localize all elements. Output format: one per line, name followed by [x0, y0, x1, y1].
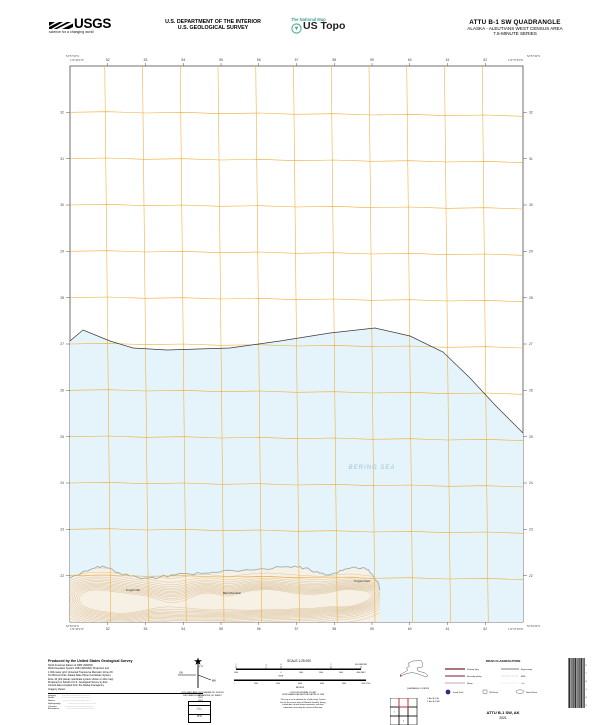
svg-text:4WD: 4WD [521, 676, 526, 678]
svg-text:29: 29 [60, 250, 64, 254]
svg-text:61: 61 [446, 627, 450, 631]
svg-text:8: 8 [586, 681, 588, 683]
svg-text:0°17': 0°17' [199, 666, 204, 668]
svg-text:MILE: MILE [279, 676, 284, 678]
svg-text:Expressway: Expressway [521, 668, 533, 671]
svg-text:1: 1 [586, 689, 588, 691]
svg-text:31: 31 [60, 157, 64, 161]
svg-text:56: 56 [257, 58, 261, 62]
svg-text:24: 24 [529, 481, 533, 485]
svg-text:1: 1 [235, 664, 237, 666]
svg-text:6000 7000: 6000 7000 [362, 683, 371, 685]
svg-text:52°57'30"N: 52°57'30"N [66, 54, 79, 58]
svg-text:1000: 1000 [254, 683, 258, 685]
svg-text:58: 58 [332, 58, 336, 62]
svg-text:55: 55 [219, 58, 223, 62]
svg-text:52°57'30"N: 52°57'30"N [527, 54, 540, 58]
svg-text:Bent Mountain: Bent Mountain [223, 591, 241, 595]
svg-text:31: 31 [529, 157, 533, 161]
svg-text:32: 32 [529, 111, 533, 115]
svg-text:30: 30 [529, 203, 533, 207]
svg-text:4: 4 [586, 697, 588, 699]
svg-text:2: 2 [403, 721, 405, 723]
svg-text:57: 57 [295, 627, 299, 631]
svg-text:State Route: State Route [526, 691, 538, 694]
svg-text:25: 25 [60, 435, 64, 439]
svg-text:Secondary Hwy: Secondary Hwy [467, 675, 483, 678]
svg-text:59: 59 [370, 627, 374, 631]
svg-text:5000: 5000 [342, 683, 346, 685]
svg-text:1: 1 [330, 664, 332, 666]
svg-text:5: 5 [586, 705, 588, 707]
svg-text:SCALE 1:25 000: SCALE 1:25 000 [287, 659, 311, 663]
svg-text:.5: .5 [265, 664, 268, 666]
svg-text:3000: 3000 [339, 672, 343, 674]
svg-text:30: 30 [60, 203, 64, 207]
svg-text:26: 26 [60, 389, 64, 393]
svg-text:54: 54 [181, 627, 185, 631]
svg-text:US Route: US Route [489, 691, 499, 694]
svg-text:MN: MN [212, 680, 216, 683]
svg-text:1000: 1000 [299, 672, 303, 674]
svg-text:2000: 2000 [319, 672, 323, 674]
svg-text:0: 0 [234, 683, 235, 685]
svg-text:60: 60 [408, 58, 412, 62]
svg-text:28: 28 [60, 296, 64, 300]
svg-text:172°37'30"W: 172°37'30"W [508, 58, 524, 62]
svg-text:52°52'30"N: 52°52'30"N [66, 624, 79, 628]
svg-text:0: 0 [280, 664, 282, 666]
svg-text:22: 22 [60, 574, 64, 578]
svg-text:23: 23 [60, 528, 64, 532]
svg-text:28: 28 [529, 296, 533, 300]
svg-text:62: 62 [483, 58, 487, 62]
svg-text:26: 26 [529, 389, 533, 393]
svg-text:32: 32 [60, 111, 64, 115]
svg-text:3000: 3000 [298, 683, 302, 685]
svg-text:61: 61 [446, 58, 450, 62]
svg-text:29: 29 [529, 250, 533, 254]
svg-text:62: 62 [483, 627, 487, 631]
svg-text:BERING SEA: BERING SEA [349, 465, 396, 471]
svg-text:60: 60 [408, 627, 412, 631]
svg-text:24: 24 [60, 481, 64, 485]
svg-text:Krugloi Mtn: Krugloi Mtn [126, 588, 141, 592]
svg-text:Ramp: Ramp [467, 683, 473, 685]
svg-text:2000: 2000 [276, 683, 280, 685]
svg-text:53: 53 [144, 58, 148, 62]
svg-text:Inside Park: Inside Park [453, 691, 464, 694]
svg-text:58: 58 [332, 627, 336, 631]
svg-text:Krugloi Point: Krugloi Point [354, 579, 370, 583]
svg-text:9: 9 [586, 665, 588, 667]
svg-text:7: 7 [586, 673, 588, 675]
svg-text:52°52'30"N: 52°52'30"N [527, 624, 540, 628]
svg-text:0: 0 [281, 672, 282, 674]
svg-text:Trail: Trail [521, 683, 525, 685]
svg-text:Primary Hwy: Primary Hwy [467, 668, 480, 671]
svg-text:4000: 4000 [320, 683, 324, 685]
svg-text:172°37'30"W: 172°37'30"W [508, 627, 524, 631]
svg-text:52: 52 [106, 58, 110, 62]
svg-text:1: 1 [394, 712, 396, 714]
svg-text:5000: 5000 [234, 672, 238, 674]
svg-text:54: 54 [181, 58, 185, 62]
svg-text:55: 55 [219, 627, 223, 631]
svg-text:23: 23 [529, 528, 533, 532]
svg-text:22: 22 [529, 574, 533, 578]
svg-text:172°45'0"W: 172°45'0"W [70, 58, 84, 62]
svg-text:27: 27 [529, 342, 533, 346]
svg-text:METERS: METERS [296, 687, 305, 688]
svg-text:57: 57 [295, 58, 299, 62]
svg-text:4000 FEET: 4000 FEET [356, 672, 366, 674]
svg-text:53: 53 [144, 627, 148, 631]
svg-text:25: 25 [529, 435, 533, 439]
svg-text:56: 56 [257, 627, 261, 631]
svg-text:GN: GN [179, 672, 183, 675]
svg-text:KILOMETER: KILOMETER [355, 664, 368, 666]
svg-text:59: 59 [370, 58, 374, 62]
svg-text:27: 27 [60, 342, 64, 346]
svg-text:52: 52 [106, 627, 110, 631]
